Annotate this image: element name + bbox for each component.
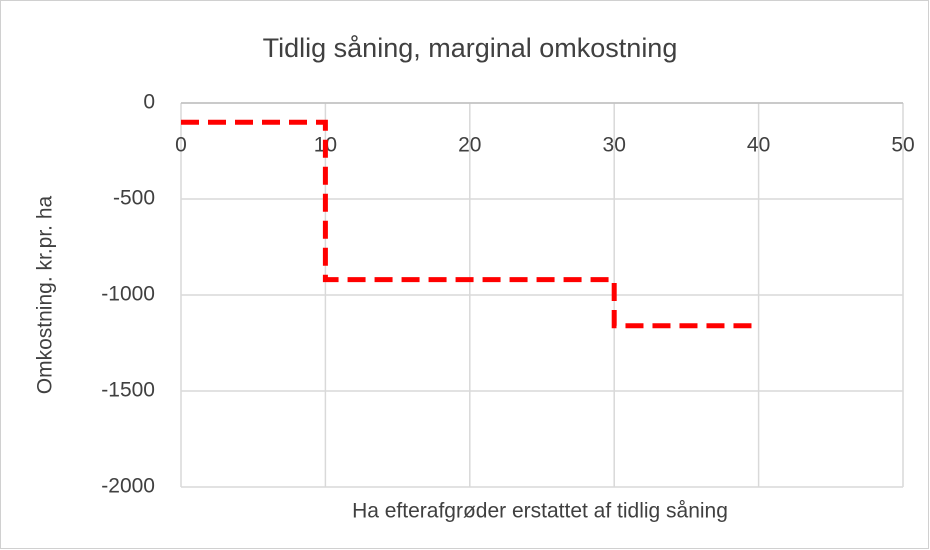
step-line (181, 119, 759, 329)
y-tick-label: -2000 (101, 475, 155, 498)
x-tick-label: 20 (458, 134, 481, 157)
y-axis-label: Omkostning. kr.pr. ha (34, 195, 57, 394)
x-tick-label: 40 (747, 134, 770, 157)
y-tick-label: 0 (143, 91, 155, 114)
x-tick-label: 50 (891, 134, 914, 157)
chart-title: Tidlig såning, marginal omkostning (263, 33, 678, 63)
y-tick-label: -500 (113, 187, 155, 210)
x-axis-label: Ha efterafgrøder erstattet af tidlig sån… (352, 500, 728, 523)
x-tick-label: 0 (175, 134, 187, 157)
y-tick-label: -1000 (101, 283, 155, 306)
y-tick-label: -1500 (101, 379, 155, 402)
x-tick-label: 30 (603, 134, 626, 157)
